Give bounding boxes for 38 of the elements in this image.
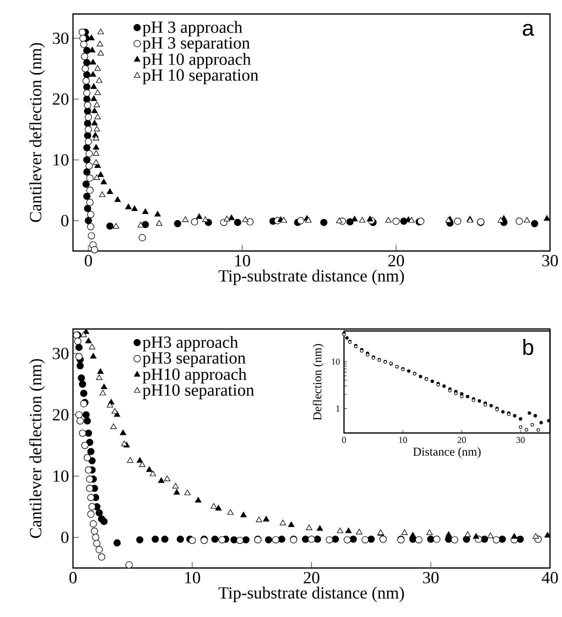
legend-label: pH3 separation	[142, 352, 246, 368]
x-tick-label: 10	[399, 436, 408, 444]
y-tick-label: 0	[61, 214, 69, 226]
annotation: b	[523, 338, 534, 356]
y-tick-label: 20	[52, 93, 69, 105]
legend-label: pH 10 approach	[142, 53, 251, 68]
annotation: a	[522, 24, 534, 36]
x-axis-title: Tip-substrate distance (nm)	[218, 270, 404, 286]
x-axis-title: Distance (nm)	[413, 447, 481, 458]
legend-label: pH10 separation	[142, 384, 254, 400]
legend-label: pH10 approach	[142, 368, 247, 384]
y-tick-label: 30	[52, 348, 69, 360]
y-axis-title: Cantilever deflection (nm)	[29, 43, 45, 222]
x-axis-title: Tip-substrate distance (nm)	[218, 586, 404, 602]
x-tick-label: 10	[185, 572, 200, 584]
y-tick-label: 1	[336, 406, 340, 412]
x-tick-label: 20	[304, 572, 320, 584]
y-tick-label: 10	[54, 470, 69, 482]
y-axis-title: Cantilever deflection (nm)	[29, 359, 45, 538]
legend-label: pH 3 approach	[142, 20, 242, 36]
x-tick-label: 0	[342, 436, 346, 444]
legend-label: pH 10 separation	[142, 69, 258, 84]
x-tick-label: 30	[542, 254, 558, 266]
y-tick-label: 20	[52, 409, 69, 421]
y-tick-label: 10	[54, 154, 69, 166]
x-tick-label: 0	[69, 572, 77, 584]
x-tick-label: 10	[235, 254, 250, 266]
y-tick-label: 30	[52, 32, 69, 44]
x-tick-label: 20	[458, 436, 466, 444]
y-axis-title: Deflection (nm)	[312, 344, 324, 420]
x-tick-label: 20	[388, 254, 404, 266]
legend-label: pH3 approach	[142, 336, 238, 352]
x-tick-label: 40	[542, 572, 558, 584]
x-tick-label: 0	[84, 254, 92, 266]
legend-label: pH 3 separation	[142, 37, 250, 52]
x-tick-label: 30	[516, 436, 525, 444]
y-tick-label: 0	[61, 532, 69, 544]
x-tick-label: 30	[423, 572, 439, 584]
